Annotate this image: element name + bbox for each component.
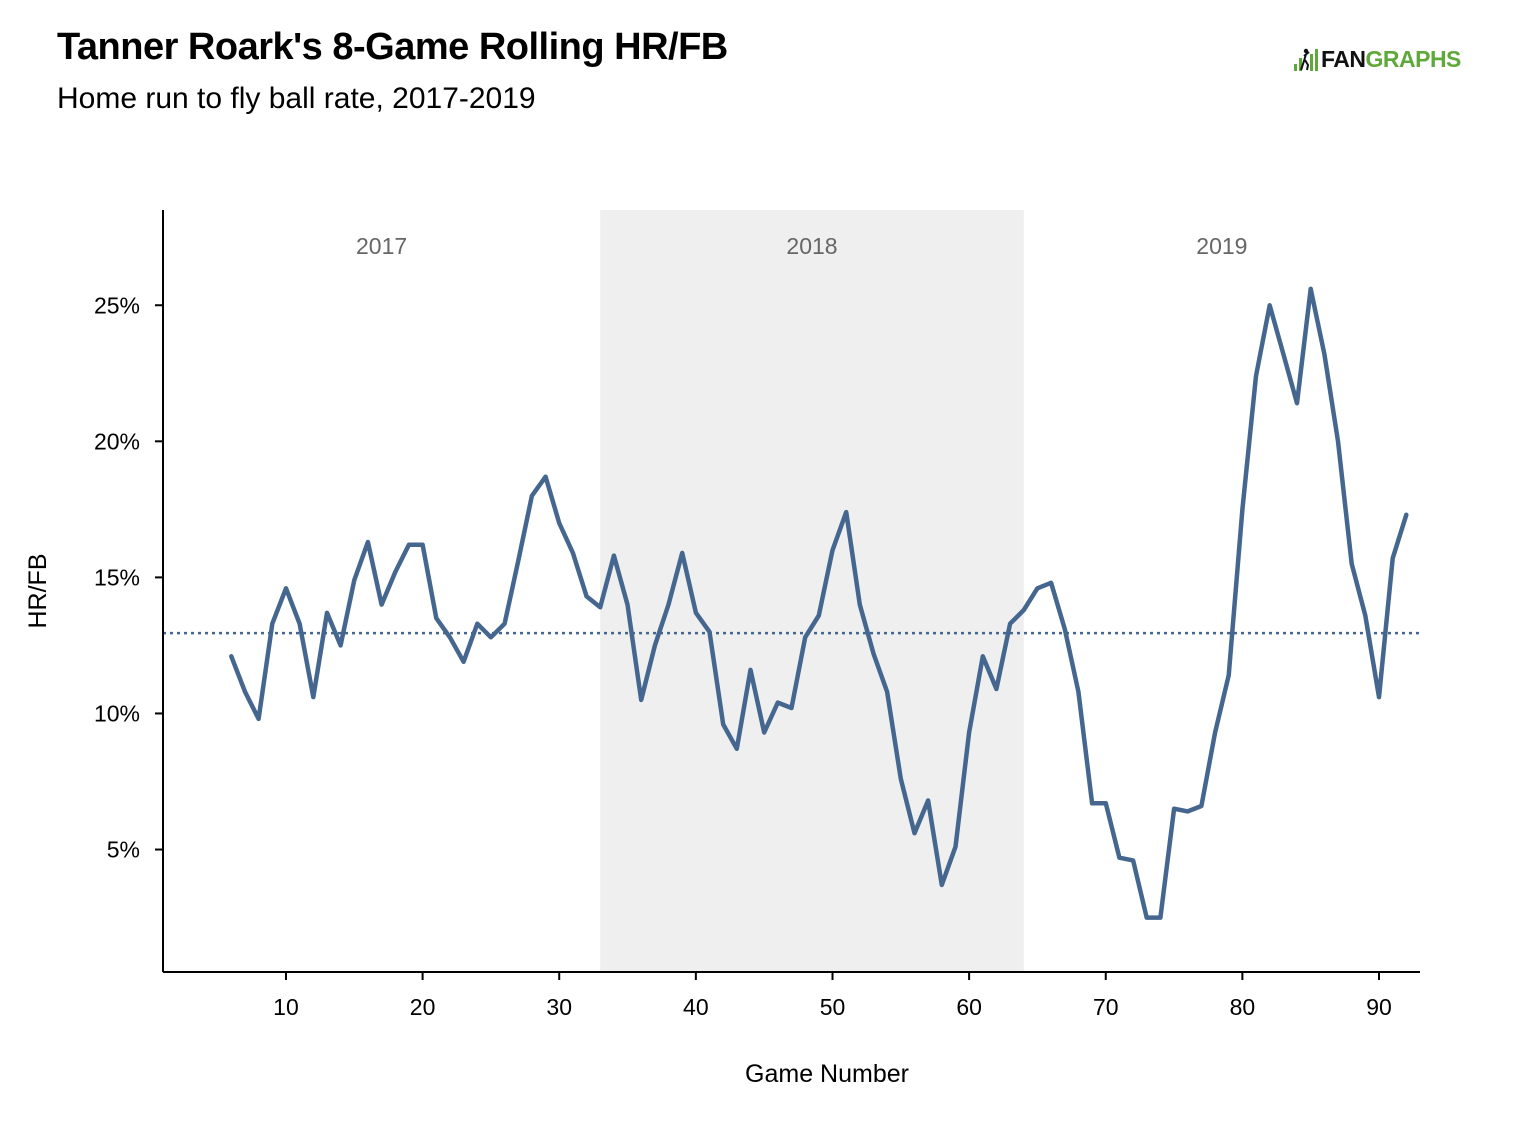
y-axis-ticks: 5% 10% 15% 20% 25% xyxy=(94,292,163,863)
season-label-2017: 2017 xyxy=(356,233,407,259)
x-tick-label: 20 xyxy=(410,994,436,1020)
x-tick-label: 80 xyxy=(1230,994,1256,1020)
y-tick-label: 10% xyxy=(94,700,140,726)
chart-title: Tanner Roark's 8-Game Rolling HR/FB xyxy=(57,26,728,68)
x-axis-ticks: 10 20 30 40 50 60 70 80 90 xyxy=(273,972,1392,1020)
fangraphs-logo: FAN GRAPHS xyxy=(1293,44,1461,74)
logo-text-fan: FAN xyxy=(1321,45,1366,72)
season-label-2019: 2019 xyxy=(1196,233,1247,259)
logo-text-graphs: GRAPHS xyxy=(1365,45,1462,72)
season-label-2018: 2018 xyxy=(786,233,837,259)
hr-fb-series-line xyxy=(229,286,1409,920)
x-tick-label: 70 xyxy=(1093,994,1119,1020)
chart-subtitle: Home run to fly ball rate, 2017-2019 xyxy=(57,82,536,115)
y-tick-label: 15% xyxy=(94,564,140,590)
season-labels: 2017 2018 2019 xyxy=(356,233,1247,259)
fangraphs-logo-icon xyxy=(1294,48,1318,71)
x-tick-label: 10 xyxy=(273,994,299,1020)
x-tick-label: 90 xyxy=(1366,994,1392,1020)
y-tick-label: 25% xyxy=(94,292,140,318)
season-bands xyxy=(600,210,1024,972)
x-tick-label: 40 xyxy=(683,994,709,1020)
season-band-2018 xyxy=(600,210,1024,972)
x-axis-title: Game Number xyxy=(745,1060,909,1088)
y-axis-title: HR/FB xyxy=(24,554,52,629)
x-tick-label: 30 xyxy=(546,994,572,1020)
y-tick-label: 5% xyxy=(107,837,140,863)
x-tick-label: 60 xyxy=(956,994,982,1020)
y-tick-label: 20% xyxy=(94,428,140,454)
x-tick-label: 50 xyxy=(820,994,846,1020)
